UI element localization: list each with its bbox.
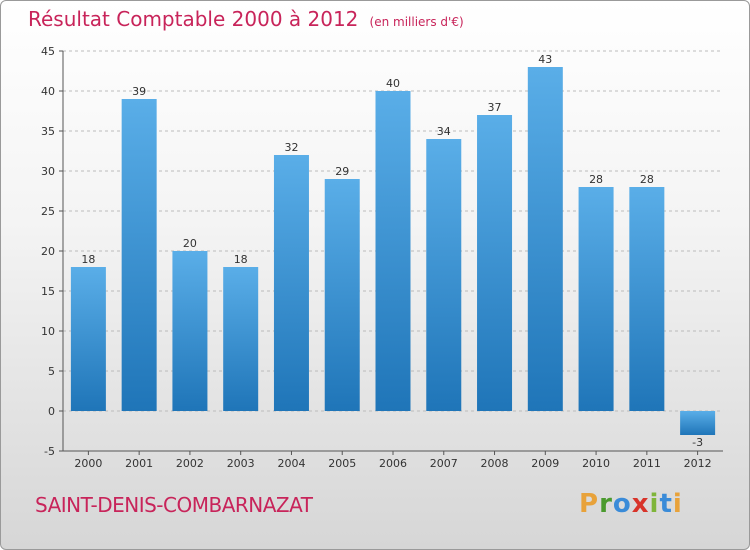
bar [273,155,309,411]
y-tick-label: 0 [48,405,55,418]
x-tick-label: 2007 [430,457,458,470]
bar-value-label: -3 [692,436,703,449]
bar [324,179,360,411]
title-main: Résultat Comptable 2000 à 2012 [28,7,359,31]
bar [121,99,157,411]
city-name: SAINT-DENIS-COMBARNAZAT [35,493,313,517]
bar [477,115,513,411]
x-tick-label: 2009 [531,457,559,470]
bar-value-label: 40 [386,77,400,90]
x-tick-label: 2011 [633,457,661,470]
bar-value-label: 39 [132,85,146,98]
y-tick-label: 15 [41,285,55,298]
proxiti-logo: Proxiti [579,489,683,519]
bar [375,91,411,411]
bar [70,267,106,411]
x-tick-label: 2000 [74,457,102,470]
bar [629,187,665,411]
x-tick-label: 2008 [481,457,509,470]
bar-value-label: 43 [538,53,552,66]
bar [578,187,614,411]
bar [172,251,208,411]
y-tick-label: -5 [44,445,55,458]
bar-value-label: 20 [183,237,197,250]
bar-value-label: 37 [488,101,502,114]
bar-value-label: 18 [81,253,95,266]
chart-title: Résultat Comptable 2000 à 2012 (en milli… [28,7,464,31]
bar-value-label: 34 [437,125,451,138]
y-tick-label: 45 [41,45,55,58]
y-tick-label: 10 [41,325,55,338]
bar [527,67,563,411]
y-tick-label: 30 [41,165,55,178]
y-tick-label: 35 [41,125,55,138]
x-tick-label: 2005 [328,457,356,470]
x-tick-label: 2010 [582,457,610,470]
bar-value-label: 18 [234,253,248,266]
bar-value-label: 32 [284,141,298,154]
x-tick-label: 2003 [227,457,255,470]
y-tick-label: 5 [48,365,55,378]
y-tick-label: 40 [41,85,55,98]
x-tick-label: 2001 [125,457,153,470]
x-tick-label: 2012 [684,457,712,470]
bar-value-label: 28 [589,173,603,186]
bar [680,411,716,435]
bar-value-label: 29 [335,165,349,178]
x-tick-label: 2002 [176,457,204,470]
bar [223,267,259,411]
y-tick-label: 25 [41,205,55,218]
y-tick-label: 20 [41,245,55,258]
bar [426,139,462,411]
bar-value-label: 28 [640,173,654,186]
title-unit: (en milliers d'€) [369,15,464,29]
x-tick-label: 2004 [277,457,305,470]
x-tick-label: 2006 [379,457,407,470]
